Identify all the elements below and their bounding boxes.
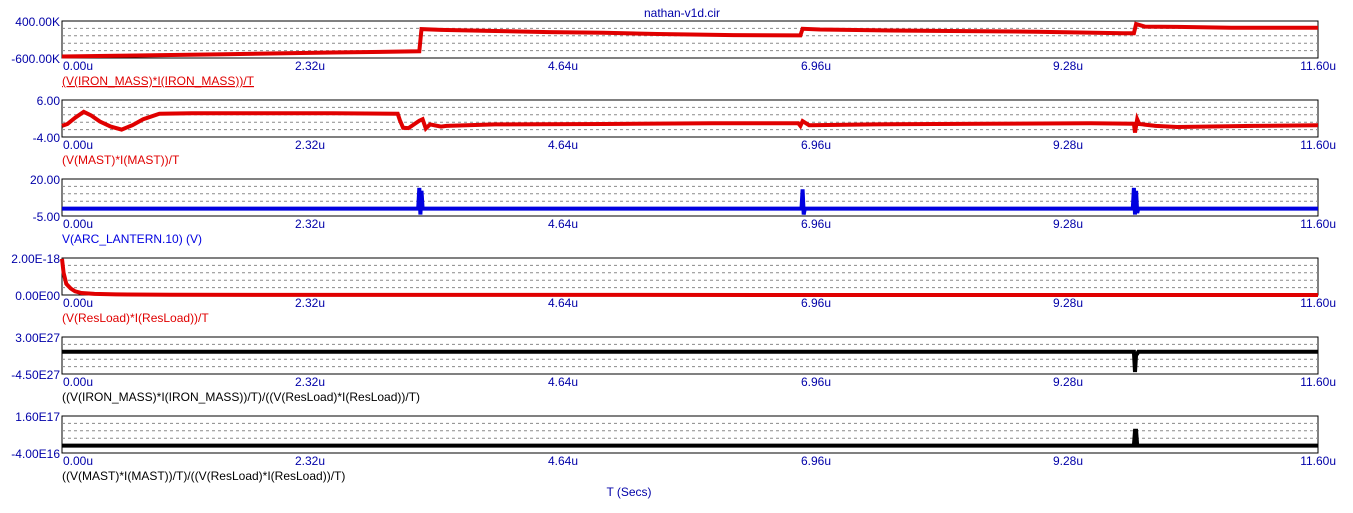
panel-frame <box>61 99 1319 138</box>
panel-frame <box>61 257 1319 296</box>
x-tick-label: 0.00u <box>63 375 93 389</box>
x-tick-label: 4.64u <box>548 138 578 152</box>
x-tick-label: 11.60u <box>1300 375 1336 389</box>
x-tick-label: 4.64u <box>548 217 578 231</box>
x-tick-label: 2.32u <box>295 375 325 389</box>
x-tick-label: 0.00u <box>63 59 93 73</box>
trace-line <box>62 349 1318 373</box>
x-tick-label: 9.28u <box>1053 296 1083 310</box>
x-tick-label: 2.32u <box>295 296 325 310</box>
x-tick-label: 6.96u <box>801 59 831 73</box>
x-tick-label: 9.28u <box>1053 138 1083 152</box>
y-top-label: 3.00E27 <box>15 331 60 345</box>
x-tick-label: 6.96u <box>801 138 831 152</box>
y-bottom-label: -4.00 <box>33 131 61 145</box>
x-tick-label: 11.60u <box>1300 59 1336 73</box>
y-bottom-label: -600.00K <box>11 52 60 66</box>
y-bottom-label: -4.50E27 <box>11 368 60 382</box>
x-tick-label: 11.60u <box>1300 454 1336 468</box>
trace-expression: (V(MAST)*I(MAST))/T <box>62 153 180 167</box>
x-tick-label: 2.32u <box>295 217 325 231</box>
x-tick-label: 9.28u <box>1053 375 1083 389</box>
x-tick-label: 4.64u <box>548 296 578 310</box>
x-tick-label: 4.64u <box>548 59 578 73</box>
y-top-label: 6.00 <box>37 94 61 108</box>
trace-expression: ((V(MAST)*I(MAST))/T)/((V(ResLoad)*I(Res… <box>62 469 345 483</box>
trace-expression: V(ARC_LANTERN.10) (V) <box>62 232 202 246</box>
x-tick-label: 0.00u <box>63 454 93 468</box>
trace-line <box>62 428 1318 448</box>
x-axis-title: T (Secs) <box>606 485 651 499</box>
trace-line <box>61 21 1318 59</box>
x-tick-label: 4.64u <box>548 454 578 468</box>
trace-line <box>62 187 1318 215</box>
x-tick-label: 2.32u <box>295 59 325 73</box>
trace-expression: (V(IRON_MASS)*I(IRON_MASS))/T <box>62 74 255 88</box>
x-tick-label: 4.64u <box>548 375 578 389</box>
x-tick-label: 11.60u <box>1300 217 1336 231</box>
x-tick-label: 6.96u <box>801 454 831 468</box>
x-tick-label: 6.96u <box>801 217 831 231</box>
y-top-label: 400.00K <box>15 15 60 29</box>
trace-line <box>61 109 1319 133</box>
x-tick-label: 9.28u <box>1053 454 1083 468</box>
y-top-label: 1.60E17 <box>15 410 60 424</box>
y-bottom-label: 0.00E00 <box>15 289 60 303</box>
x-tick-label: 6.96u <box>801 296 831 310</box>
x-tick-label: 0.00u <box>63 296 93 310</box>
x-tick-label: 9.28u <box>1053 59 1083 73</box>
panel-frame <box>61 415 1319 454</box>
y-bottom-label: -4.00E16 <box>11 447 60 461</box>
x-tick-label: 2.32u <box>295 454 325 468</box>
panel-frame <box>61 336 1319 375</box>
chart-panels: 400.00K-600.00K 0.00u 2.32u 4.64u 6.96u 9.28u… <box>11 15 1336 483</box>
panel-frame <box>61 178 1319 217</box>
trace-line <box>60 258 1319 297</box>
trace-expression: (V(ResLoad)*I(ResLoad))/T <box>62 311 209 325</box>
x-tick-label: 2.32u <box>295 138 325 152</box>
plot-title: nathan-v1d.cir <box>644 6 720 20</box>
x-tick-label: 11.60u <box>1300 138 1336 152</box>
x-tick-label: 0.00u <box>63 138 93 152</box>
trace-expression: ((V(IRON_MASS)*I(IRON_MASS))/T)/((V(ResL… <box>62 390 420 404</box>
y-bottom-label: -5.00 <box>33 210 61 224</box>
y-top-label: 2.00E-18 <box>11 252 60 266</box>
y-top-label: 20.00 <box>30 173 60 187</box>
x-tick-label: 9.28u <box>1053 217 1083 231</box>
panel-frame <box>61 20 1319 59</box>
x-tick-label: 11.60u <box>1300 296 1336 310</box>
x-tick-label: 6.96u <box>801 375 831 389</box>
x-tick-label: 0.00u <box>63 217 93 231</box>
